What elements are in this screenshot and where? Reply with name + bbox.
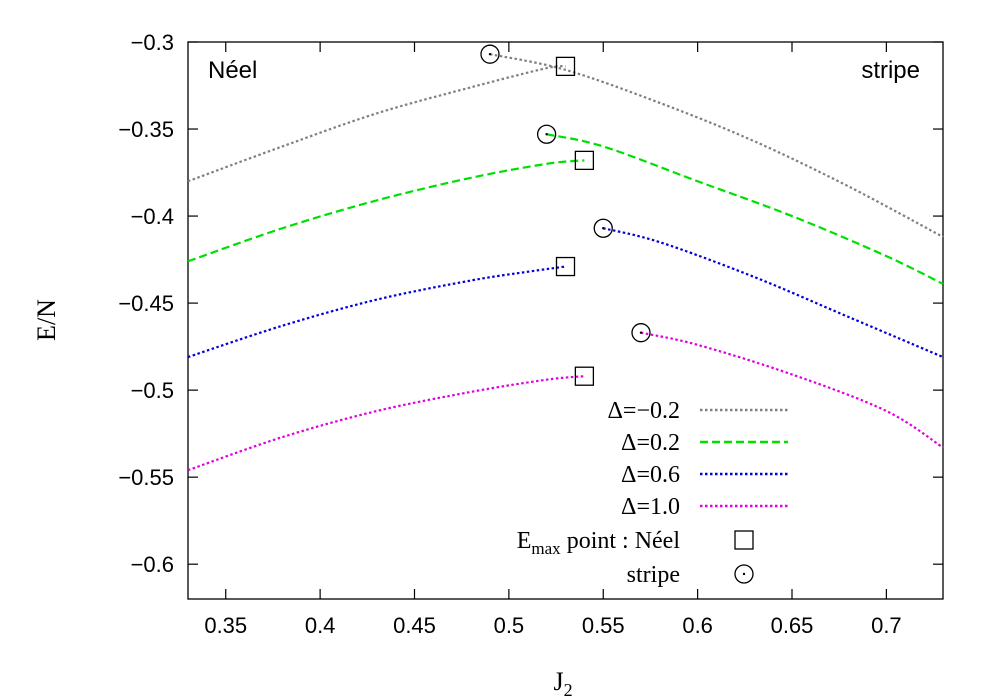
series-0-neel-line [187,64,566,183]
y-axis-title: E/N [32,299,61,341]
legend-circle-dot [742,572,746,576]
x-axis-title: J2 [553,667,572,700]
legend-neel-sub: max [531,539,561,558]
x-axis: 0.35 0.4 0.45 0.5 0.55 0.6 0.65 0.7 [204,42,902,638]
series-3-stripe-line [640,331,944,449]
y-axis: −0.3 −0.35 −0.4 −0.45 −0.5 −0.55 −0.6 [118,30,943,577]
y-tick-label: −0.3 [131,30,174,55]
stripe-marker-dot [488,52,492,56]
stripe-marker [631,323,651,343]
series-3-neel-line [187,375,585,472]
stripe-marker-dot [602,227,605,230]
x-tick-label: 0.5 [494,613,525,638]
y-tick-label: −0.6 [131,552,174,577]
stripe-marker [480,44,500,64]
neel-max-marker [574,150,595,171]
region-label-neel: Néel [208,57,257,84]
plot-area [187,41,944,600]
x-tick-label: 0.65 [771,613,814,638]
x-axis-title-sub: 2 [564,680,573,700]
stripe-marker-dot [639,331,643,334]
series-0-stripe-line [489,53,944,238]
plot-frame [187,41,944,600]
legend-label: Δ=0.6 [621,462,680,488]
series-layer [187,53,944,472]
marker-layer [480,44,651,386]
x-tick-label: 0.55 [582,613,625,638]
x-tick-label: 0.35 [204,613,247,638]
region-label-stripe: stripe [861,57,920,84]
series-2-neel-line [187,265,566,359]
legend-label-neel-max: Emax point : Néel [517,528,681,558]
x-tick-label: 0.7 [871,613,902,638]
legend-label: Δ=−0.2 [607,398,680,424]
series-2-stripe-line [602,227,944,359]
series-1-stripe-line [546,133,944,285]
stripe-marker [536,124,557,144]
y-tick-label: −0.35 [118,117,174,142]
legend-label: Δ=1.0 [621,494,680,520]
stripe-marker-dot [545,133,548,136]
neel-max-marker [574,366,595,386]
x-axis-title-main: J [553,667,563,696]
legend-label: Δ=0.2 [621,430,680,456]
x-tick-label: 0.4 [305,613,336,638]
series-1-neel-line [187,159,585,263]
legend-label-stripe: stripe [627,562,680,588]
y-tick-label: −0.4 [131,204,174,229]
legend-neel-main: E [517,528,532,554]
y-tick-label: −0.5 [131,378,174,403]
y-tick-label: −0.55 [118,465,174,490]
legend-neel-rest: point : Néel [561,528,681,554]
x-tick-label: 0.45 [393,613,436,638]
legend-circle-marker [734,564,754,584]
legend-square-marker [734,530,754,550]
legend: Δ=−0.2 Δ=0.2 Δ=0.6 Δ=1.0 Emax point : Néel st… [517,398,788,588]
neel-max-marker [555,56,576,77]
stripe-marker [593,218,613,238]
neel-max-marker [555,256,576,277]
x-tick-label: 0.6 [682,613,713,638]
y-tick-label: −0.45 [118,291,174,316]
